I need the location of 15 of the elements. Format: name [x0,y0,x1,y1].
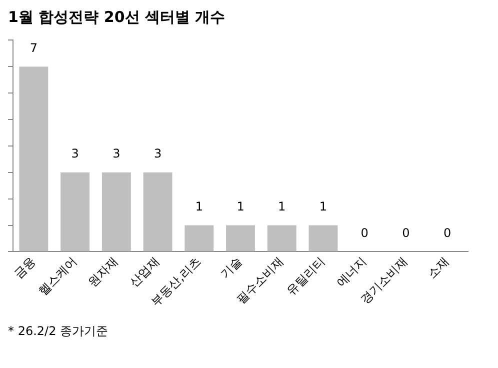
data-label: 3 [71,146,79,161]
chart-title: 1월 합성전략 20선 섹터별 개수 [8,8,226,27]
data-label: 0 [402,226,410,240]
data-label: 1 [236,199,244,214]
data-label: 0 [444,226,452,240]
data-label: 1 [319,199,328,214]
x-tick-label: 소재 [424,254,452,282]
data-label: 3 [112,146,120,161]
data-label: 3 [154,146,162,161]
data-label: 0 [360,226,368,240]
text: * 26.2/2 종가기준 [8,323,110,340]
data-label: 7 [30,40,38,55]
data-label: 1 [195,199,203,214]
data-label: 1 [278,199,286,214]
x-tick-label: 금융 [11,254,38,282]
